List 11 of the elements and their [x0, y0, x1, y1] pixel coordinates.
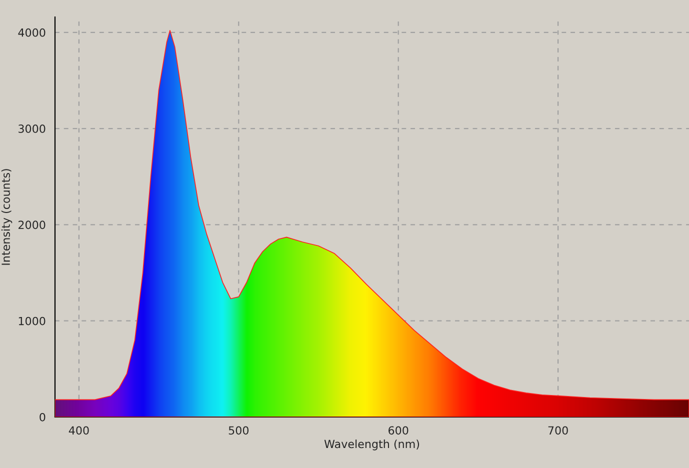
- y-tick-label: 4000: [18, 28, 46, 37]
- y-tick-label: 2000: [18, 220, 46, 230]
- y-tick-label: 3000: [18, 124, 46, 133]
- x-tick-label: 600: [388, 426, 408, 435]
- x-tick-label: 700: [548, 426, 568, 435]
- x-tick-label: 400: [68, 426, 89, 435]
- y-tick-label: 1000: [18, 316, 46, 326]
- x-tick-label: 500: [228, 426, 249, 435]
- y-tick-label: 0: [40, 412, 46, 422]
- y-axis-title: Intensity (counts): [1, 169, 12, 265]
- x-axis-title: Wavelength (nm): [324, 440, 420, 450]
